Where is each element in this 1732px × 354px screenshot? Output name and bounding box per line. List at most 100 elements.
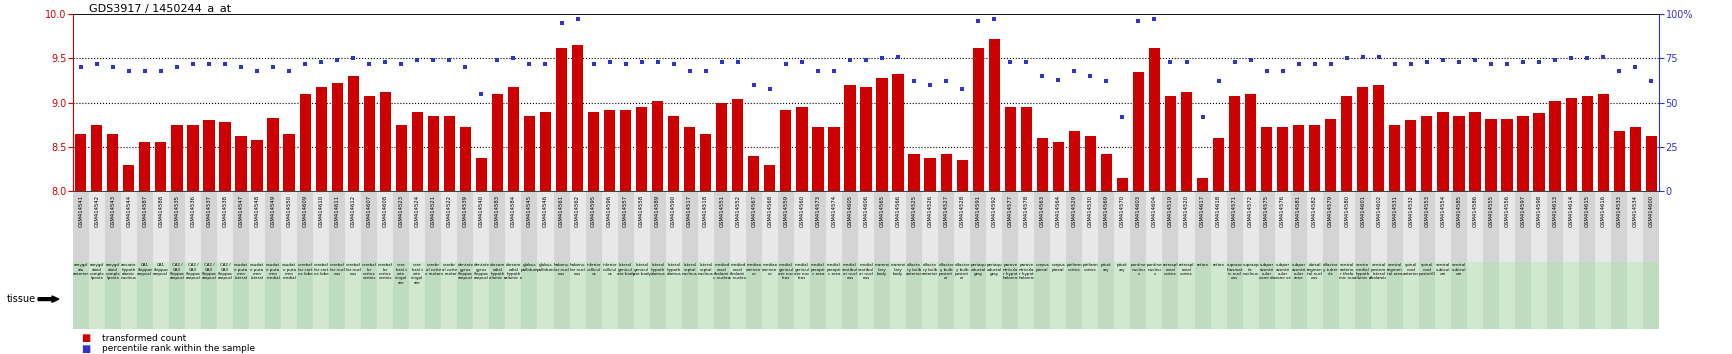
Bar <box>1434 262 1451 329</box>
Bar <box>249 191 265 262</box>
Text: dentate
gyrus
(hippoc
ampus): dentate gyrus (hippoc ampus) <box>473 263 490 280</box>
Bar <box>1148 48 1160 191</box>
Bar <box>1566 98 1576 191</box>
Bar <box>476 158 487 191</box>
Bar <box>921 191 939 262</box>
Bar <box>1387 191 1403 262</box>
Bar <box>700 133 712 191</box>
Text: GSM414548: GSM414548 <box>255 195 260 227</box>
Point <box>1477 61 1505 67</box>
Point <box>675 68 703 74</box>
Text: GSM414607: GSM414607 <box>367 195 372 227</box>
Point <box>932 79 960 84</box>
Text: GSM414609: GSM414609 <box>303 195 308 227</box>
Point <box>499 56 527 61</box>
Bar <box>875 191 890 262</box>
Bar <box>506 262 521 329</box>
Text: subpar
aventri
cular
zone ve: subpar aventri cular zone ve <box>1275 263 1290 280</box>
Point <box>147 68 175 74</box>
Text: GSM414540: GSM414540 <box>478 195 483 227</box>
Point <box>1093 79 1121 84</box>
Text: GSM414585: GSM414585 <box>1457 195 1462 227</box>
Bar <box>906 191 921 262</box>
Bar <box>729 262 746 329</box>
Text: GSM414533: GSM414533 <box>1616 195 1621 227</box>
Bar <box>507 87 520 191</box>
Text: GSM414568: GSM414568 <box>767 195 772 227</box>
Point <box>1637 79 1664 84</box>
Bar <box>1069 131 1081 191</box>
Point <box>324 57 352 63</box>
Bar <box>778 262 793 329</box>
Text: amygd
ala
anterior: amygd ala anterior <box>73 263 88 276</box>
Bar <box>857 262 875 329</box>
Bar <box>265 191 281 262</box>
Bar <box>88 191 106 262</box>
Point <box>1590 54 1618 59</box>
Text: GSM414517: GSM414517 <box>688 195 693 227</box>
Point <box>563 17 591 22</box>
Point <box>419 57 447 63</box>
Point <box>275 68 303 74</box>
Text: habenu
lar nucl
eus: habenu lar nucl eus <box>570 263 585 276</box>
Bar <box>236 136 246 191</box>
Text: cerebel
lar cort
ex lobe: cerebel lar cort ex lobe <box>313 263 329 276</box>
Text: GSM414561: GSM414561 <box>559 195 565 227</box>
Bar <box>861 87 871 191</box>
Bar <box>826 262 842 329</box>
Bar <box>1082 262 1098 329</box>
Text: GSM414591: GSM414591 <box>975 195 980 227</box>
Bar <box>1226 262 1242 329</box>
Bar <box>426 262 442 329</box>
Bar <box>714 191 729 262</box>
Bar <box>989 39 999 191</box>
Text: piriform
cortex: piriform cortex <box>1082 263 1098 272</box>
Bar <box>1502 119 1512 191</box>
Bar <box>1469 112 1481 191</box>
Text: CA2 /
CA3
(hippoc
ampus): CA2 / CA3 (hippoc ampus) <box>185 263 201 280</box>
Bar <box>585 262 601 329</box>
Point <box>1349 54 1377 59</box>
Bar <box>793 191 811 262</box>
Bar <box>137 262 152 329</box>
Point <box>1606 68 1633 74</box>
Bar <box>203 120 215 191</box>
Text: olfactor
y bulb
posteri
or: olfactor y bulb posteri or <box>939 263 954 280</box>
Bar <box>152 262 170 329</box>
Bar <box>1453 116 1465 191</box>
Text: GSM414601: GSM414601 <box>1360 195 1365 227</box>
Bar <box>378 191 393 262</box>
Bar <box>733 99 743 191</box>
Bar <box>570 191 585 262</box>
Text: cerebel
lar nucl
eus: cerebel lar nucl eus <box>346 263 360 276</box>
Text: GSM414560: GSM414560 <box>800 195 804 227</box>
Bar <box>459 127 471 191</box>
Bar <box>1018 191 1034 262</box>
Bar <box>1275 262 1290 329</box>
Text: median
eminen
ce: median eminen ce <box>746 263 762 276</box>
Bar <box>1037 138 1048 191</box>
Bar <box>1451 191 1467 262</box>
Text: GSM414539: GSM414539 <box>462 195 468 227</box>
Bar <box>1131 191 1147 262</box>
Text: GSM414569: GSM414569 <box>1103 195 1108 227</box>
Text: globus
pallidum: globus pallidum <box>521 263 539 272</box>
Bar <box>523 116 535 191</box>
Bar <box>1084 136 1096 191</box>
Bar <box>106 262 121 329</box>
Bar <box>1050 191 1067 262</box>
Text: ■: ■ <box>81 333 90 343</box>
Bar <box>1147 262 1162 329</box>
Text: CA2 /
CA3
(hippoc
ampus): CA2 / CA3 (hippoc ampus) <box>216 263 232 280</box>
Bar <box>1195 262 1211 329</box>
Bar <box>521 191 537 262</box>
Bar <box>185 191 201 262</box>
Bar <box>1486 119 1496 191</box>
Bar <box>156 142 166 191</box>
Bar <box>1018 262 1034 329</box>
Bar <box>220 122 230 191</box>
Text: olfacto
ry bulb
anterior: olfacto ry bulb anterior <box>906 263 921 276</box>
Point <box>1316 61 1344 67</box>
Point <box>1077 73 1105 79</box>
Point <box>804 68 831 74</box>
